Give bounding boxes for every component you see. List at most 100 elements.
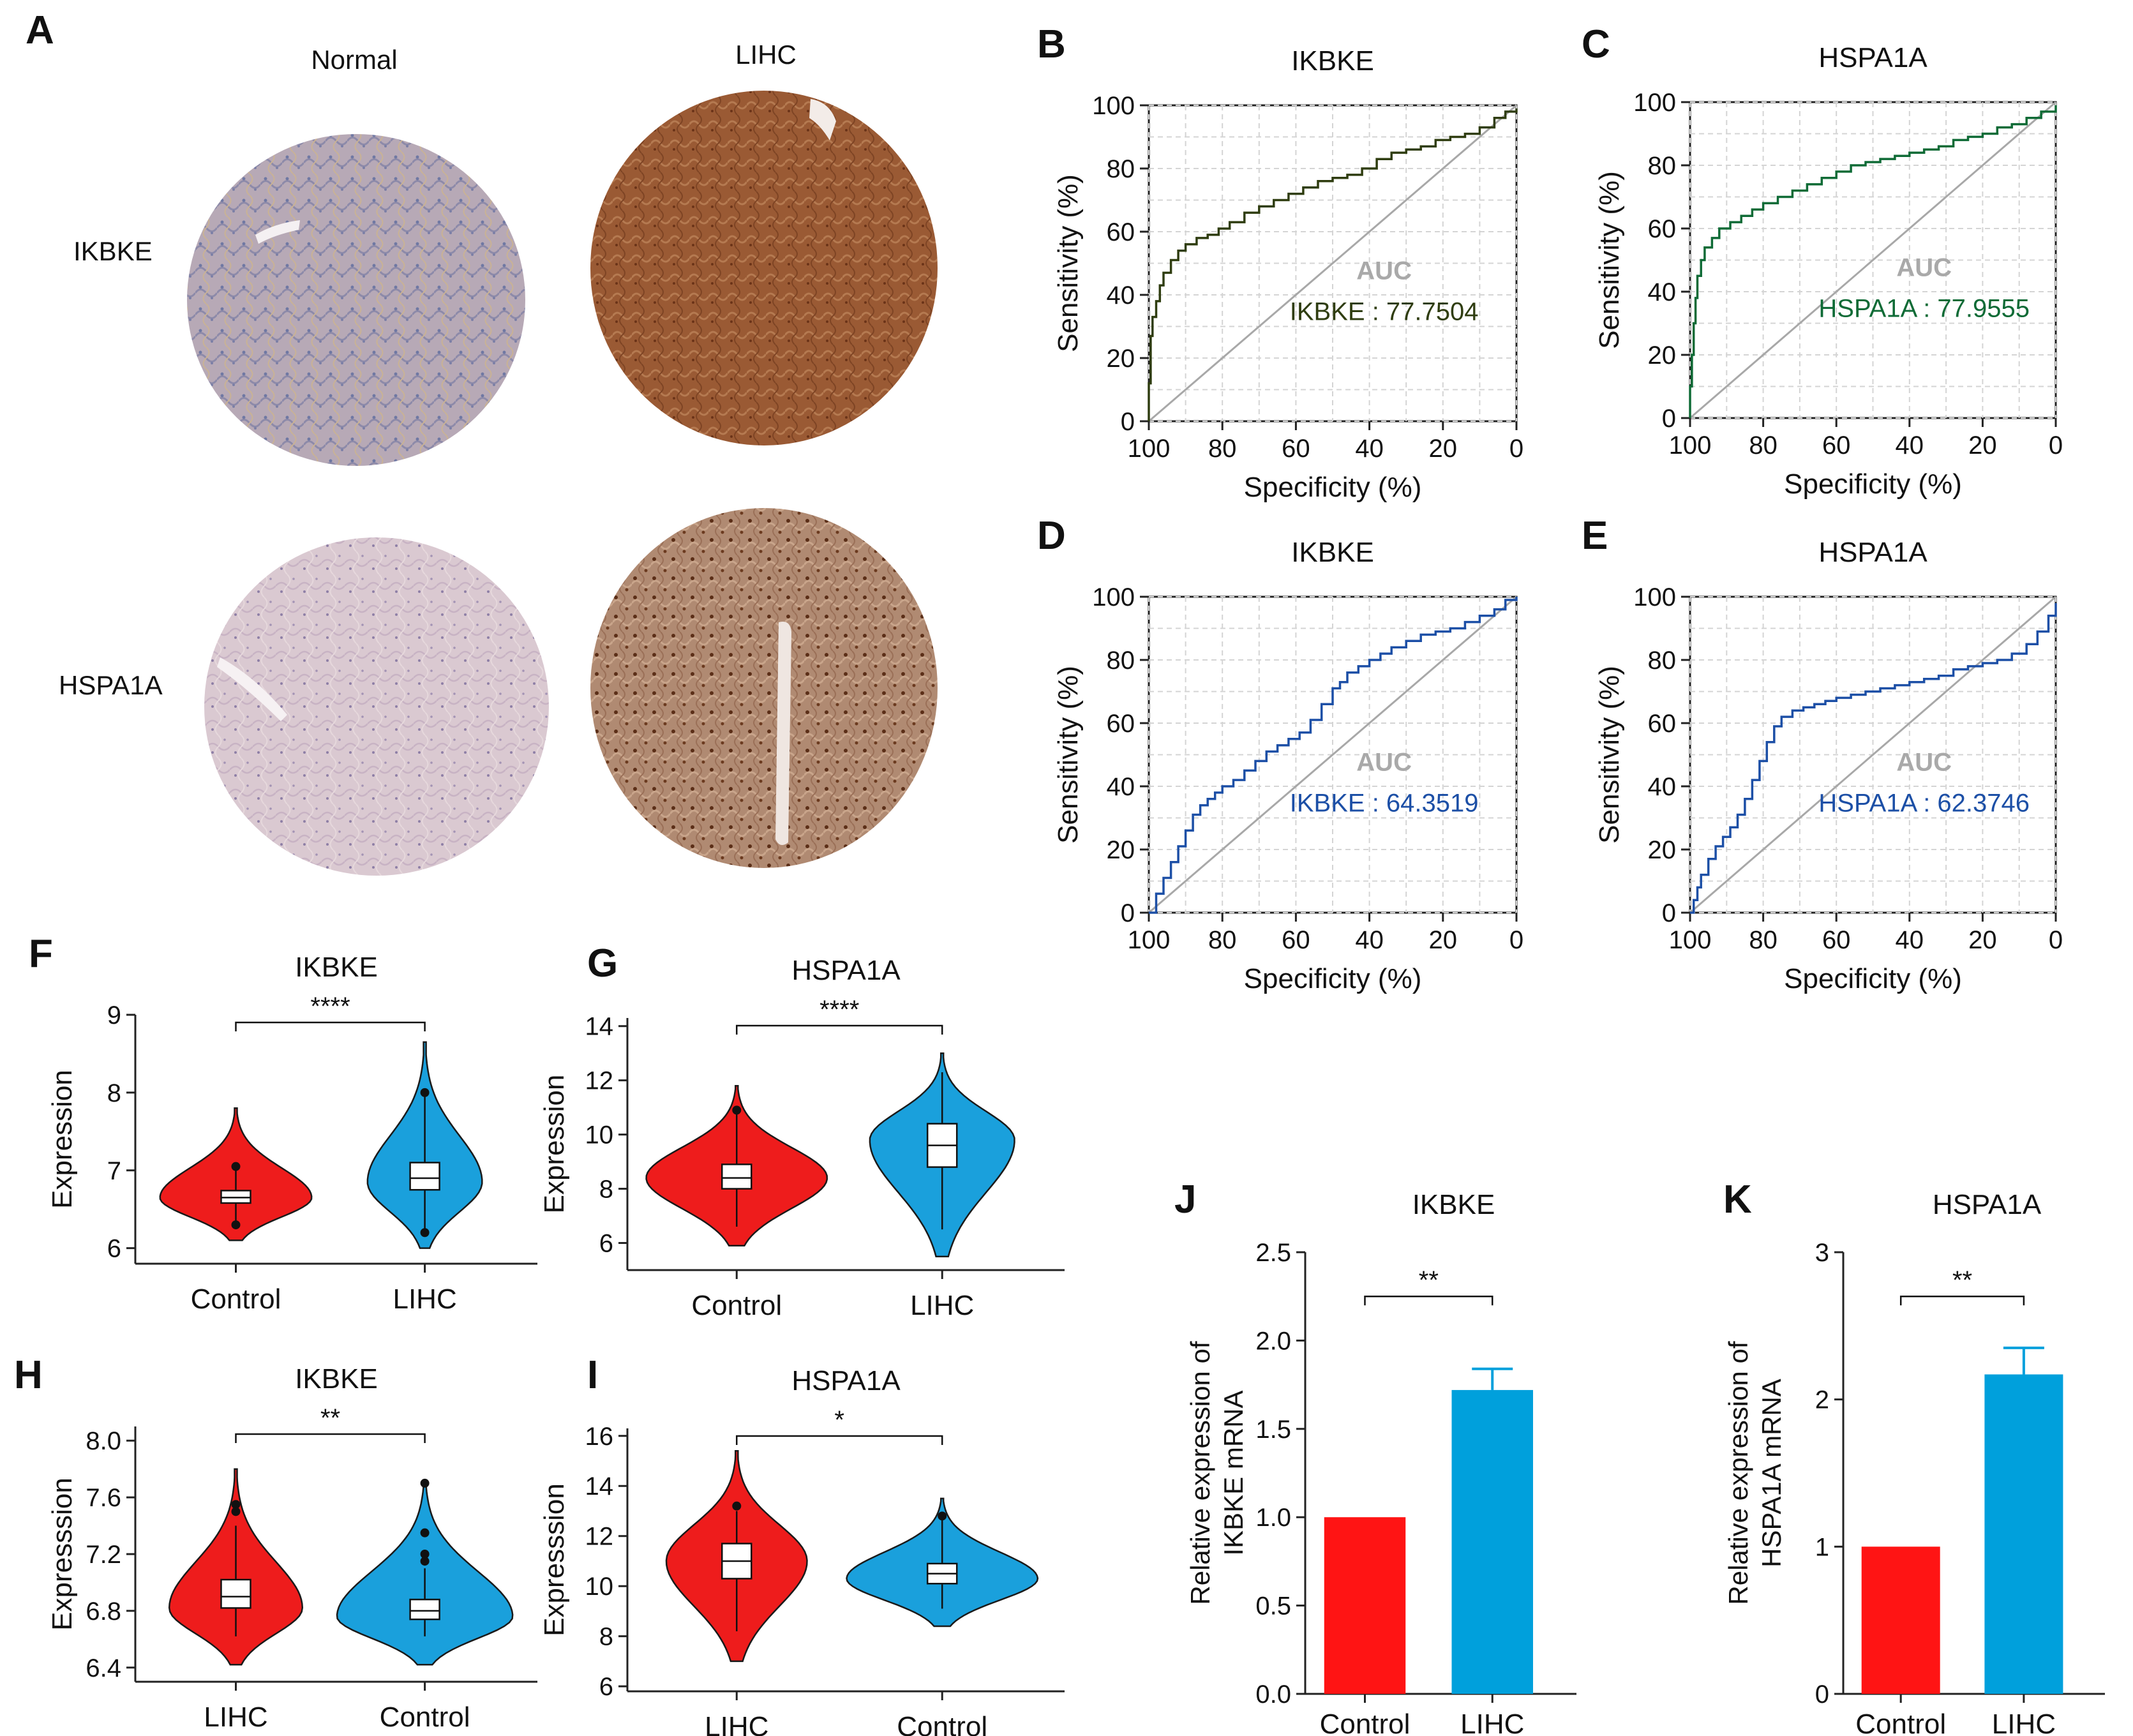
bar-lihc <box>1451 1389 1533 1694</box>
y-tick-label: 7.6 <box>86 1484 121 1512</box>
y-axis-label: Expression <box>47 1070 78 1209</box>
y-tick-label: 6 <box>599 1673 613 1701</box>
significance-label: ** <box>1952 1266 1972 1294</box>
chart-title: IKBKE <box>1291 537 1374 568</box>
significance-label: ** <box>320 1404 340 1432</box>
chart-title: IKBKE <box>295 1363 378 1395</box>
bar-control <box>1324 1517 1406 1694</box>
y-axis-label: Expresssion <box>539 1483 570 1636</box>
roc-curve <box>1690 602 2057 914</box>
x-tick-label: 0 <box>1509 926 1523 954</box>
box-iqr <box>409 1598 440 1620</box>
y-tick-label: 80 <box>1107 155 1135 183</box>
y-axis-label: Expression <box>539 1075 570 1214</box>
y-tick-label: 60 <box>1648 710 1677 738</box>
x-tick-label: 20 <box>1968 431 1997 460</box>
y-tick-label: 8 <box>599 1176 613 1204</box>
tissue-normal-hspa1a <box>204 537 549 876</box>
auc-title: AUC <box>1356 748 1412 776</box>
y-tick-label: 10 <box>585 1573 614 1601</box>
y-tick-label: 40 <box>1107 773 1135 801</box>
significance-bracket <box>235 1433 426 1443</box>
y-axis-label: Expresssion <box>47 1478 78 1631</box>
row-label-ikbke: IKBKE <box>73 236 153 266</box>
y-tick-label: 0 <box>1815 1680 1829 1709</box>
significance-bracket <box>736 1024 943 1035</box>
y-tick-label: 6 <box>599 1230 613 1258</box>
y-tick-label: 100 <box>1092 92 1135 120</box>
outlier-point <box>231 1220 241 1230</box>
outlier-point <box>420 1557 430 1566</box>
y-tick-label: 60 <box>1107 218 1135 246</box>
auc-title: AUC <box>1356 257 1412 285</box>
significance-bracket <box>1899 1295 2025 1306</box>
x-tick-label: 60 <box>1822 431 1851 460</box>
panel-letter-d: D <box>1037 514 1066 558</box>
panel-letter-b: B <box>1037 22 1066 66</box>
x-tick-label: LIHC <box>393 1283 456 1315</box>
chart-title: HSPA1A <box>791 955 901 986</box>
outlier-point <box>231 1162 241 1171</box>
vessel-normal-ikbke <box>255 220 300 244</box>
panel-g-violin: G 6 8 10 12 14 Control LIHC HSPA1A Expression **** <box>539 941 1065 1321</box>
x-tick-label: 100 <box>1669 926 1712 954</box>
chart-title: IKBKE <box>295 952 378 983</box>
y-tick-label: 100 <box>1092 583 1135 611</box>
x-axis-label: Specificity (%) <box>1244 472 1422 503</box>
x-tick-label: 40 <box>1896 926 1924 954</box>
y-axis-label: Sensitivity (%) <box>1052 666 1084 844</box>
y-tick-label: 40 <box>1648 773 1677 801</box>
row-label-hspa1a: HSPA1A <box>59 670 163 700</box>
x-tick-label: 40 <box>1896 431 1924 460</box>
x-tick-label: 20 <box>1968 926 1997 954</box>
x-axis-label: Specificity (%) <box>1244 963 1422 994</box>
y-tick-label: 0 <box>1121 408 1135 436</box>
panel-c-roc: C 100 80 60 40 20 0 0 20 40 60 80 100 HSPA1A Specifici… <box>1582 22 2063 500</box>
tissue-lihc-hspa1a <box>590 508 938 868</box>
x-tick-label: Control <box>1855 1709 1946 1736</box>
panel-letter-k: K <box>1723 1178 1752 1222</box>
y-tick-label: 0.0 <box>1255 1680 1291 1709</box>
panel-letter-e: E <box>1582 514 1608 558</box>
y-tick-label: 80 <box>1648 152 1677 180</box>
significance-label: ** <box>1419 1266 1439 1294</box>
vessel-lihc-hspa1a <box>775 622 791 845</box>
y-tick-label: 14 <box>585 1472 614 1500</box>
y-axis-label-line: Relative expression of <box>1185 1341 1215 1605</box>
box-iqr <box>220 1578 251 1609</box>
significance-label: **** <box>820 996 859 1024</box>
chart-title: IKBKE <box>1412 1189 1495 1220</box>
chart-title: HSPA1A <box>1818 42 1927 73</box>
x-tick-label: Control <box>380 1702 470 1733</box>
x-tick-label: LIHC <box>1992 1709 2056 1736</box>
x-tick-label: 0 <box>2049 926 2063 954</box>
outlier-point <box>420 1550 430 1559</box>
tissue-lihc-ikbke <box>590 91 938 445</box>
x-tick-label: Control <box>191 1283 281 1315</box>
y-axis-label-line: HSPA1A mRNA <box>1756 1379 1786 1568</box>
bar-control <box>1861 1546 1940 1694</box>
significance-bracket <box>736 1435 943 1445</box>
y-tick-label: 3 <box>1815 1239 1829 1267</box>
x-tick-label: Control <box>897 1711 987 1736</box>
y-tick-label: 12 <box>585 1523 614 1551</box>
panel-i-violin: I 6 8 10 12 14 16 LIHC Control HSPA1A Expresssion * <box>539 1353 1065 1736</box>
y-tick-label: 12 <box>585 1067 614 1095</box>
y-tick-label: 1 <box>1815 1533 1829 1561</box>
roc-curve <box>1689 105 2057 418</box>
x-axis-label: Specificity (%) <box>1784 963 1962 994</box>
y-tick-label: 0.5 <box>1255 1592 1291 1620</box>
roc-curve <box>1149 597 1518 914</box>
y-axis-label: Sensitivity (%) <box>1052 174 1084 352</box>
y-tick-label: 6.4 <box>86 1654 121 1682</box>
panel-e-roc: E 100 80 60 40 20 0 0 20 40 60 80 100 HSPA1A Specifici… <box>1582 514 2063 994</box>
y-tick-label: 1.0 <box>1255 1504 1291 1532</box>
y-tick-label: 2.0 <box>1255 1327 1291 1355</box>
x-tick-label: 20 <box>1429 926 1458 954</box>
x-tick-label: Control <box>691 1290 782 1321</box>
y-tick-label: 100 <box>1633 89 1676 117</box>
x-tick-label: 60 <box>1282 435 1310 463</box>
x-tick-label: 100 <box>1669 431 1712 460</box>
significance-bracket <box>1364 1295 1493 1306</box>
